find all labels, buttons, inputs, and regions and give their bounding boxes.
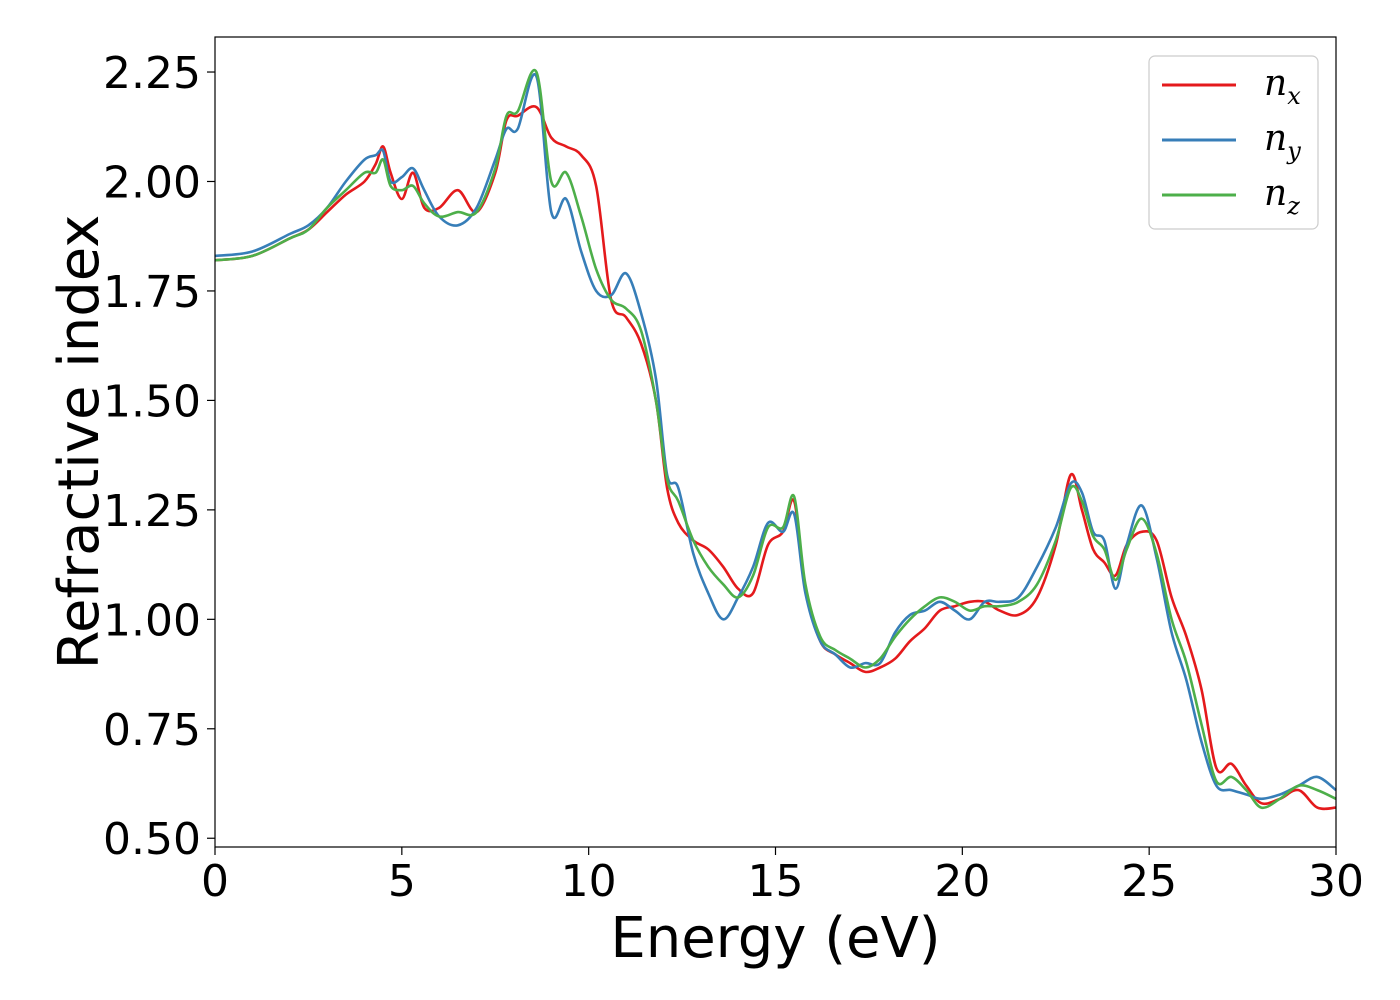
y-axis-title: Refractive index bbox=[47, 215, 112, 670]
x-tick-label: 5 bbox=[388, 856, 416, 907]
series-line-ny bbox=[214, 72, 1337, 801]
y-tick-label: 1.75 bbox=[103, 267, 201, 318]
y-axis-ticks: 0.50 0.75 1.00 1.25 1.50 1.75 2.00 2.25 bbox=[103, 48, 215, 865]
series-layer bbox=[214, 68, 1337, 811]
y-tick-label: 1.25 bbox=[103, 486, 201, 537]
x-tick-label: 10 bbox=[561, 856, 617, 907]
x-tick-label: 25 bbox=[1121, 856, 1177, 907]
x-tick-label: 20 bbox=[934, 856, 990, 907]
y-tick-label: 1.00 bbox=[103, 595, 201, 646]
y-tick-label: 0.50 bbox=[103, 814, 201, 865]
x-tick-label: 0 bbox=[201, 856, 229, 907]
y-tick-label: 2.25 bbox=[103, 48, 201, 99]
series-line-nz bbox=[214, 68, 1337, 810]
y-tick-label: 1.50 bbox=[103, 376, 201, 427]
x-tick-label: 30 bbox=[1308, 856, 1364, 907]
y-tick-label: 0.75 bbox=[103, 705, 201, 756]
x-axis-ticks: 0 5 10 15 20 25 30 bbox=[201, 847, 1364, 907]
x-tick-label: 15 bbox=[748, 856, 804, 907]
legend-box bbox=[1148, 55, 1319, 230]
x-axis-title: Energy (eV) bbox=[610, 906, 940, 971]
y-tick-label: 2.00 bbox=[103, 157, 201, 208]
